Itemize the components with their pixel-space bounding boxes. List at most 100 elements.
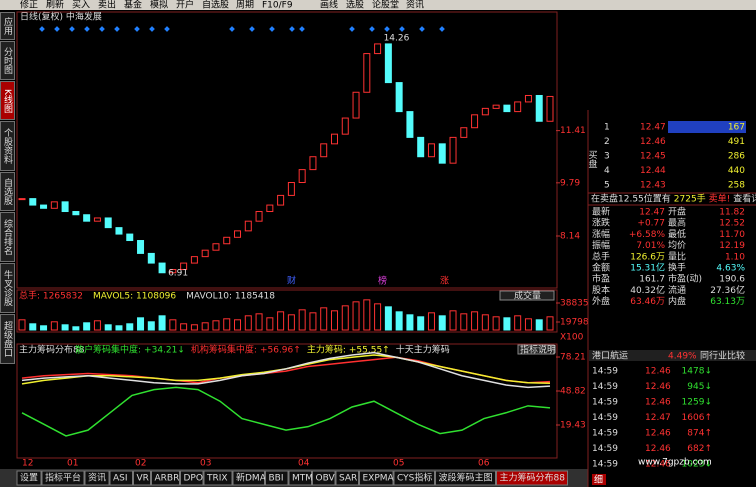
tab-box	[180, 470, 204, 486]
tick-price: 12.46	[645, 398, 671, 408]
volume-legend: MAVOL10: 1185418	[186, 292, 275, 302]
tab-label[interactable]: ASI	[113, 474, 128, 484]
menu-item[interactable]: 周期	[236, 0, 254, 11]
menu-item[interactable]: 模拟	[150, 0, 168, 11]
stat-label: 量比	[668, 250, 686, 262]
indicator-line	[21, 351, 551, 389]
stat-value: 11.70	[719, 230, 745, 240]
tick-qty: 1606↑	[682, 413, 712, 423]
sell-alert[interactable]: 查看详细	[733, 193, 756, 205]
volume-bar	[180, 323, 188, 331]
tab-label[interactable]: VR	[137, 474, 149, 484]
candle	[503, 104, 511, 113]
menu-item[interactable]: 画线	[320, 0, 338, 11]
tab-box	[359, 470, 394, 486]
bid-level: 2	[604, 137, 610, 147]
side-tab[interactable]: 综合排名	[0, 212, 15, 262]
menu-item[interactable]: 论股堂	[372, 0, 399, 11]
tab-box	[41, 470, 85, 486]
tab-label[interactable]: ARBR	[155, 474, 180, 484]
menu-item[interactable]: 刷新	[46, 0, 64, 11]
stat-value: 161.7	[639, 275, 665, 285]
tab-label[interactable]: 新DMA	[236, 472, 267, 484]
tab-label[interactable]: MTM	[292, 474, 313, 484]
chart-title: 日线(复权) 中海发展	[20, 11, 102, 23]
tab-label[interactable]: DPO	[184, 474, 203, 484]
tab-label[interactable]: TRIX	[206, 474, 228, 484]
candle	[234, 230, 242, 238]
volume-bar	[298, 309, 306, 331]
menu-item[interactable]: 基金	[124, 0, 142, 11]
signal-diamond	[39, 26, 45, 32]
tab-label[interactable]: BBI	[269, 474, 284, 484]
menu-item[interactable]: 自选股	[202, 0, 229, 11]
tab-box	[109, 470, 133, 486]
candle	[61, 201, 69, 213]
bid-level: 4	[604, 166, 610, 176]
menu-item[interactable]: 开户	[176, 0, 194, 11]
tick-price: 12.46	[645, 382, 671, 392]
stat-value: +6.58%	[629, 230, 666, 240]
volume-bar	[115, 325, 123, 331]
side-tab[interactable]: 个股资料	[0, 121, 15, 171]
tab-label[interactable]: 设置	[20, 473, 38, 484]
tick-time: 14:59	[592, 382, 618, 392]
volume-bar	[234, 319, 242, 331]
stat-value: 40.32亿	[630, 284, 665, 296]
volume-bar	[524, 318, 532, 331]
volume-bar	[266, 317, 274, 331]
signal-diamond	[69, 26, 75, 32]
volume-bar	[223, 318, 231, 331]
indicator-line	[21, 356, 551, 384]
candle	[18, 198, 26, 201]
menu-item[interactable]: F10/F9	[262, 1, 293, 11]
side-tab[interactable]: 分时图	[0, 41, 15, 80]
tab-label[interactable]: 主力筹码分布88	[500, 472, 566, 484]
y-tick-label: 9.79	[560, 178, 580, 188]
sector-bar	[589, 350, 756, 361]
menu-item[interactable]: 选股	[346, 0, 364, 11]
panel-frame	[16, 289, 558, 333]
menu-item[interactable]: 资讯	[406, 0, 424, 11]
side-tab[interactable]: K线图	[0, 81, 15, 120]
tick-time: 14:59	[592, 413, 618, 423]
bid-level: 1	[604, 123, 610, 133]
bid-price: 12.47	[640, 123, 666, 133]
side-tab[interactable]: 牛叉诊股	[0, 263, 15, 313]
help-button[interactable]: 指标说明	[520, 344, 556, 356]
side-tab[interactable]: 应用	[0, 12, 15, 40]
side-tab[interactable]: 超级盘口	[0, 314, 15, 364]
candle	[190, 256, 198, 264]
tab-label[interactable]: CYS指标	[397, 472, 432, 484]
stat-value: 190.6	[719, 275, 745, 285]
bid-level: 3	[604, 152, 610, 162]
menu-item[interactable]: 卖出	[98, 0, 116, 11]
tab-label[interactable]: 资讯	[88, 473, 106, 484]
candle	[352, 91, 360, 119]
tab-label[interactable]: OBV	[316, 474, 336, 484]
tick-time: 14:59	[592, 367, 618, 377]
x-tick-label: 01	[67, 459, 78, 469]
menu-item[interactable]: 修正	[20, 0, 38, 11]
tick-qty: 682↑	[687, 444, 712, 454]
volume-bar	[18, 319, 26, 331]
tab-label[interactable]: 指标平台	[45, 472, 81, 484]
sector-compare[interactable]: 同行业比较	[700, 350, 745, 362]
detail-tab[interactable]: 细	[594, 474, 603, 486]
tab-label[interactable]: 波段筹码主图	[439, 472, 493, 484]
tab-label[interactable]: SAR	[339, 474, 357, 484]
watermark: www.7gpzb.com	[638, 458, 712, 468]
side-tab[interactable]: 自选股	[0, 172, 15, 211]
menu-item[interactable]: 买入	[72, 0, 90, 11]
tab-label[interactable]: EXPMA	[363, 474, 395, 484]
candle	[298, 169, 306, 184]
volume-name-box	[499, 290, 555, 301]
sell-alert: 卖单!	[709, 193, 731, 205]
event-marker: 涨	[440, 276, 449, 287]
volume-bar	[244, 315, 252, 331]
signal-diamond	[384, 26, 390, 32]
volume-bar	[471, 311, 479, 331]
signal-diamond	[249, 26, 255, 32]
candle	[244, 220, 252, 232]
